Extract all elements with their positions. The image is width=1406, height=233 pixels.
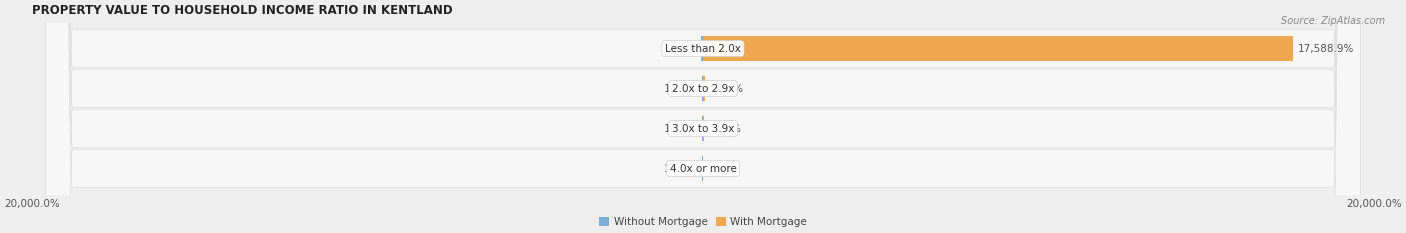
Text: 70.7%: 70.7% [710,83,744,93]
Text: Less than 2.0x: Less than 2.0x [665,44,741,54]
Text: 17,588.9%: 17,588.9% [1298,44,1354,54]
Text: 18.0%: 18.0% [709,123,741,134]
FancyBboxPatch shape [45,0,1361,233]
Legend: Without Mortgage, With Mortgage: Without Mortgage, With Mortgage [599,217,807,227]
Text: Source: ZipAtlas.com: Source: ZipAtlas.com [1281,16,1385,26]
FancyBboxPatch shape [45,0,1361,233]
FancyBboxPatch shape [45,0,1361,233]
Text: 48.5%: 48.5% [664,44,696,54]
Text: 3.9%: 3.9% [709,164,735,174]
Text: 16.8%: 16.8% [664,83,697,93]
Text: 4.0x or more: 4.0x or more [669,164,737,174]
Text: 18.6%: 18.6% [664,164,697,174]
Bar [702,36,703,61]
Text: 3.0x to 3.9x: 3.0x to 3.9x [672,123,734,134]
Bar [703,76,706,101]
Text: 16.2%: 16.2% [664,123,697,134]
Text: PROPERTY VALUE TO HOUSEHOLD INCOME RATIO IN KENTLAND: PROPERTY VALUE TO HOUSEHOLD INCOME RATIO… [32,4,453,17]
Text: 2.0x to 2.9x: 2.0x to 2.9x [672,83,734,93]
Bar [703,36,1294,61]
FancyBboxPatch shape [45,0,1361,233]
